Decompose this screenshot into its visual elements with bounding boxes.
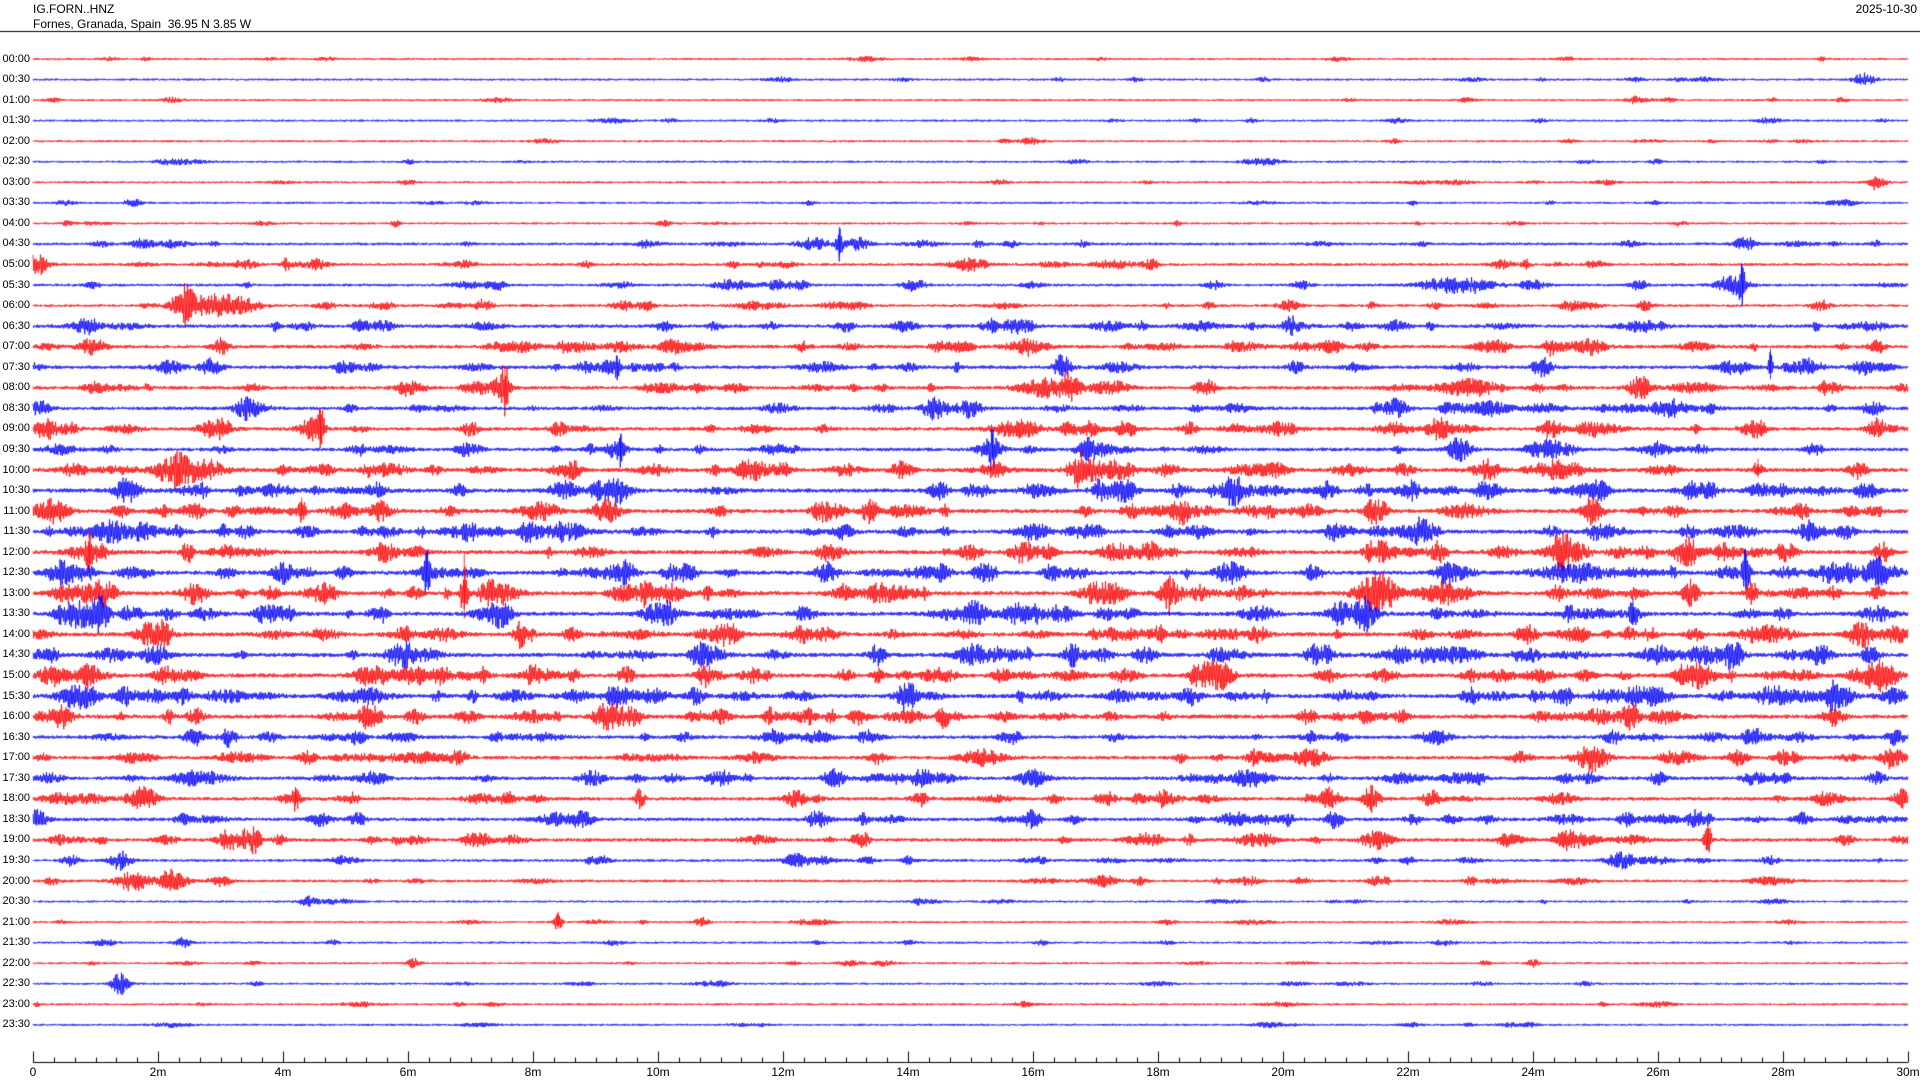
row-time-label: 14:30	[2, 648, 30, 661]
x-axis-tick-label: 14m	[896, 1065, 920, 1079]
row-time-label: 18:00	[2, 792, 30, 805]
row-time-label: 13:00	[2, 586, 30, 599]
row-time-label: 12:30	[2, 566, 30, 579]
row-time-label: 01:30	[2, 114, 30, 127]
row-time-label: 05:30	[2, 278, 30, 291]
x-axis-tick-label: 20m	[1271, 1065, 1295, 1079]
row-time-label: 14:00	[2, 627, 30, 640]
row-time-label: 22:00	[2, 956, 30, 969]
row-time-label: 21:00	[2, 915, 30, 928]
row-time-label: 05:00	[2, 258, 30, 270]
x-axis-tick-label: 18m	[1146, 1065, 1170, 1079]
row-time-label: 17:00	[2, 751, 30, 764]
row-time-label: 16:30	[2, 730, 30, 743]
row-time-label: 00:30	[2, 73, 30, 86]
row-time-label: 02:00	[2, 134, 30, 147]
row-time-label: 19:00	[2, 833, 30, 846]
row-time-label: 16:00	[2, 710, 30, 723]
station-location: Fornes, Granada, Spain 36.95 N 3.85 W	[33, 17, 252, 31]
x-axis-tick-label: 0	[29, 1065, 37, 1079]
row-time-label: 03:30	[2, 196, 30, 209]
row-time-label: 12:00	[2, 545, 30, 558]
row-time-label: 11:30	[3, 525, 30, 538]
row-time-label: 03:00	[2, 175, 30, 188]
row-time-label: 11:00	[3, 504, 30, 517]
station-id: IG.FORN..HNZ	[33, 2, 115, 16]
x-axis-tick-label: 4m	[274, 1065, 292, 1079]
row-time-label: 09:00	[2, 422, 30, 435]
x-axis-tick-label: 24m	[1521, 1065, 1545, 1079]
row-time-label: 20:30	[2, 895, 30, 908]
x-axis-tick-label: 10m	[646, 1065, 670, 1079]
x-axis-tick-label: 8m	[524, 1065, 542, 1079]
row-time-label: 04:00	[2, 216, 30, 229]
date-label: 2025-10-30	[1855, 2, 1917, 16]
x-axis-tick-label: 28m	[1771, 1065, 1795, 1079]
row-time-label: 15:30	[2, 689, 30, 702]
row-time-label: 08:30	[2, 401, 30, 414]
row-time-label: 19:30	[2, 853, 30, 866]
x-axis-tick-label: 22m	[1396, 1065, 1420, 1079]
row-time-label: 07:00	[2, 340, 30, 353]
x-axis-tick-label: 12m	[771, 1065, 795, 1079]
row-time-label: 07:30	[2, 360, 30, 373]
row-time-label: 04:30	[2, 237, 30, 250]
x-axis-tick-label: 30m	[1896, 1065, 1920, 1079]
row-time-label: 06:00	[2, 299, 30, 312]
x-axis-tick-label: 6m	[399, 1065, 417, 1079]
x-axis-tick-label: 2m	[149, 1065, 167, 1079]
row-time-label: 13:30	[2, 607, 30, 620]
x-axis-tick-label: 16m	[1021, 1065, 1045, 1079]
row-time-label: 02:30	[2, 155, 30, 168]
row-time-label: 23:00	[2, 997, 30, 1010]
x-axis-tick-label: 26m	[1646, 1065, 1670, 1079]
row-time-label: 18:30	[2, 812, 30, 825]
row-time-label: 20:00	[2, 874, 30, 887]
row-time-label: 10:30	[2, 484, 30, 497]
row-time-label: 08:00	[2, 381, 30, 394]
row-time-label: 23:30	[2, 1018, 30, 1031]
row-time-label: 10:00	[2, 463, 30, 476]
row-time-label: 21:30	[2, 936, 30, 949]
row-time-label: 00:00	[2, 52, 30, 65]
row-time-label: 01:00	[2, 93, 30, 106]
row-time-label: 06:30	[2, 319, 30, 332]
row-time-label: 15:00	[2, 669, 30, 681]
row-time-label: 22:30	[2, 977, 30, 990]
row-time-label: 17:30	[2, 771, 30, 784]
row-time-label: 09:30	[2, 442, 30, 455]
